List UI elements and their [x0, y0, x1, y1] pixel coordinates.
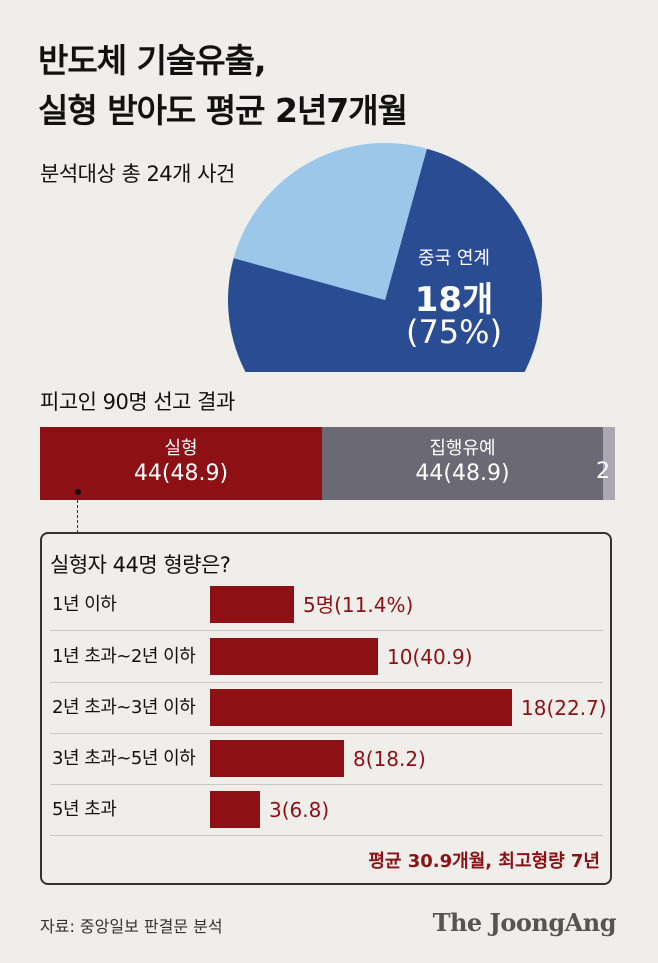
connector-line	[77, 495, 78, 533]
bar-value-label: 3(6.8)	[269, 798, 330, 822]
sentence-bar	[210, 791, 260, 828]
pie-slice-other	[233, 143, 427, 300]
bar-category-label: 1년 초과~2년 이하	[52, 646, 196, 667]
sentence-bar	[210, 638, 378, 675]
title-line-1: 반도체 기술유출,	[38, 41, 267, 80]
row-separator	[50, 784, 603, 785]
bar-value-label: 5명(11.4%)	[303, 593, 414, 617]
pie-subtitle: 분석대상 총 24개 사건	[40, 162, 235, 186]
row-separator	[50, 630, 603, 631]
verdict-other-value: 2	[596, 459, 610, 484]
pie-slice-percent: (75%)	[405, 313, 503, 351]
sentence-bar	[210, 586, 294, 623]
bar-value-label: 8(18.2)	[353, 747, 426, 771]
source-note: 자료: 중앙일보 판결문 분석	[40, 917, 223, 936]
connector-dot	[75, 489, 81, 495]
sentence-panel-title: 실형자 44명 형량은?	[50, 553, 231, 577]
bar-category-label: 3년 초과~5년 이하	[52, 748, 196, 769]
pie-slice-china	[228, 148, 542, 372]
bar-category-label: 2년 초과~3년 이하	[52, 697, 196, 718]
segment-label: 실형	[164, 438, 198, 459]
pie-chart	[228, 143, 542, 372]
verdict-stacked-bar: 실형 44(48.9) 집행유예 44(48.9)	[40, 427, 615, 500]
segment-label: 집행유예	[429, 438, 496, 459]
row-separator	[50, 835, 603, 836]
sentence-summary: 평균 30.9개월, 최고형량 7년	[368, 851, 600, 872]
sentence-panel	[40, 532, 612, 885]
bar-category-label: 1년 이하	[52, 594, 117, 615]
verdict-segment-other	[603, 427, 615, 500]
pie-slice-count: 18개	[414, 280, 494, 320]
row-separator	[50, 682, 603, 683]
sentence-bar	[210, 689, 512, 726]
segment-value: 44(48.9)	[415, 461, 510, 486]
bar-category-label: 5년 초과	[52, 799, 117, 820]
segment-value: 44(48.9)	[133, 461, 229, 486]
pie-slice-caption: 중국 연계	[418, 248, 490, 269]
publisher-logo: The JoongAng	[432, 908, 617, 937]
verdict-title: 피고인 90명 선고 결과	[40, 390, 235, 414]
sentence-bar	[210, 740, 344, 777]
verdict-segment-prison: 실형 44(48.9)	[40, 427, 322, 500]
bar-value-label: 18(22.7)	[521, 696, 607, 720]
verdict-segment-probation: 집행유예 44(48.9)	[322, 427, 603, 500]
row-separator	[50, 733, 603, 734]
bar-value-label: 10(40.9)	[387, 645, 473, 669]
title-line-2: 실형 받아도 평균 2년7개월	[38, 91, 408, 130]
chart-title: 반도체 기술유출, 실형 받아도 평균 2년7개월	[38, 36, 408, 136]
